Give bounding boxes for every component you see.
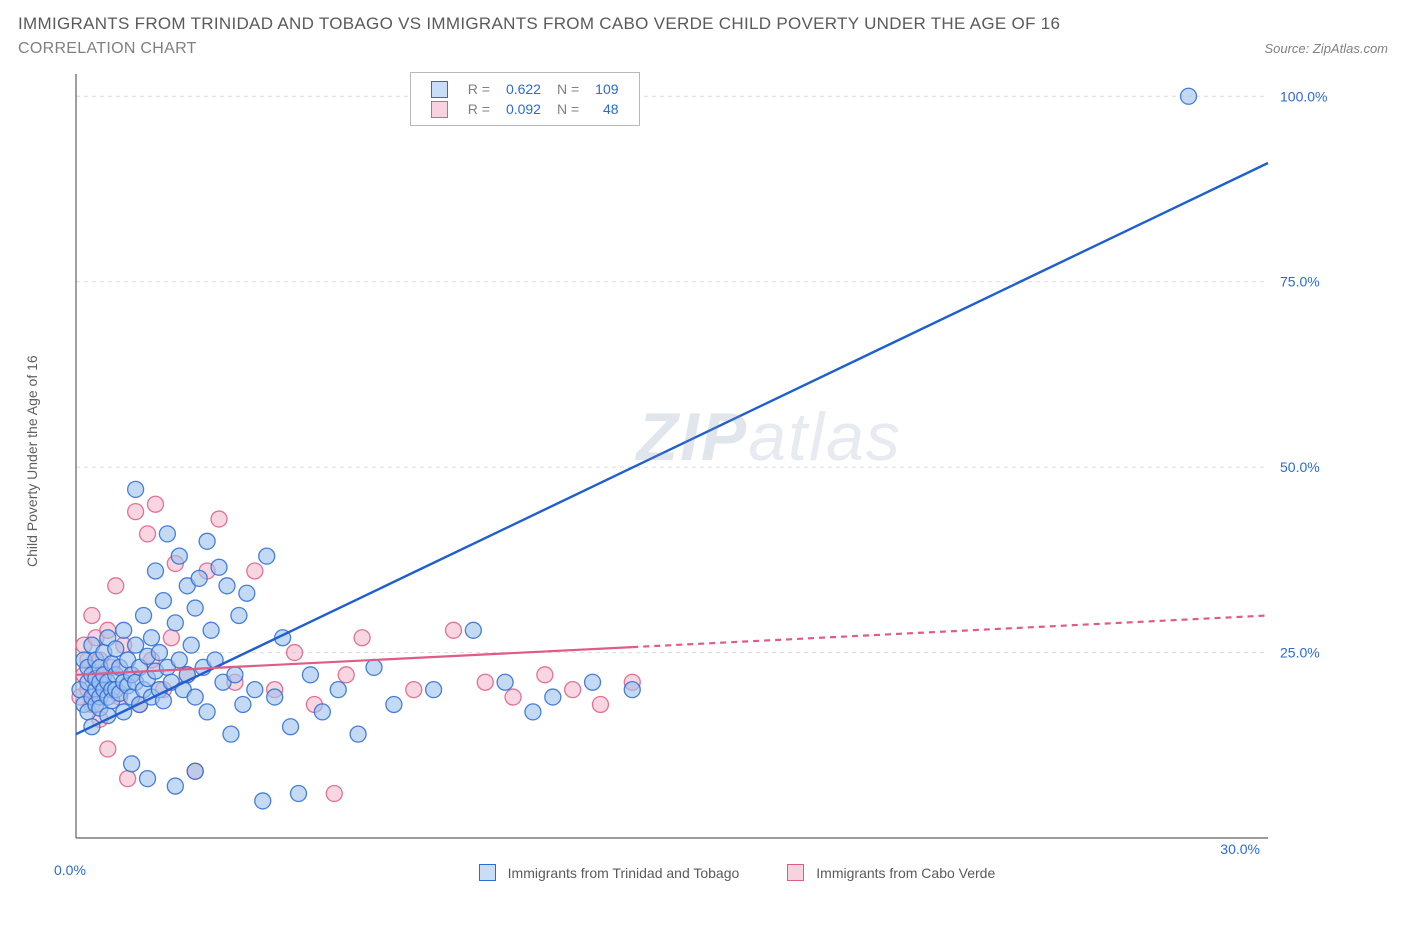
scatter-point	[255, 793, 271, 809]
scatter-point	[525, 704, 541, 720]
scatter-point	[505, 689, 521, 705]
scatter-point	[159, 526, 175, 542]
source-label: Source: ZipAtlas.com	[1264, 41, 1388, 56]
scatter-point	[171, 652, 187, 668]
scatter-point	[187, 600, 203, 616]
chart-subtitle: CORRELATION CHART	[18, 40, 197, 58]
scatter-point	[247, 682, 263, 698]
scatter-point	[143, 630, 159, 646]
scatter-point	[537, 667, 553, 683]
scatter-point	[128, 504, 144, 520]
y-axis-label: Child Poverty Under the Age of 16	[18, 66, 46, 856]
legend-r-value: 0.092	[498, 99, 549, 119]
chart-title: IMMIGRANTS FROM TRINIDAD AND TOBAGO VS I…	[18, 14, 1060, 33]
svg-text:25.0%: 25.0%	[1280, 645, 1320, 661]
scatter-point	[183, 637, 199, 653]
scatter-point	[445, 622, 461, 638]
legend-n-label: N =	[549, 99, 587, 119]
legend-swatch	[431, 101, 448, 118]
legend-series-label: Immigrants from Trinidad and Tobago	[508, 865, 740, 881]
scatter-point	[187, 689, 203, 705]
scatter-point	[366, 659, 382, 675]
scatter-point	[624, 682, 640, 698]
scatter-point	[167, 778, 183, 794]
scatter-point	[235, 696, 251, 712]
scatter-point	[147, 563, 163, 579]
scatter-point	[136, 607, 152, 623]
scatter-point	[100, 741, 116, 757]
scatter-point	[219, 578, 235, 594]
scatter-point	[211, 559, 227, 575]
scatter-point	[124, 756, 140, 772]
svg-text:30.0%: 30.0%	[1220, 841, 1260, 856]
scatter-point	[211, 511, 227, 527]
regression-line-extrapolated	[632, 615, 1268, 647]
scatter-point	[338, 667, 354, 683]
scatter-point	[84, 607, 100, 623]
scatter-point	[163, 630, 179, 646]
legend-series-label: Immigrants from Cabo Verde	[816, 865, 995, 881]
scatter-point	[259, 548, 275, 564]
scatter-point	[199, 704, 215, 720]
scatter-point	[283, 719, 299, 735]
scatter-point	[147, 496, 163, 512]
legend-n-value: 48	[587, 99, 626, 119]
scatter-point	[116, 622, 132, 638]
scatter-point	[167, 615, 183, 631]
scatter-point	[120, 771, 136, 787]
scatter-point	[199, 533, 215, 549]
legend-r-value: 0.622	[498, 79, 549, 99]
scatter-point	[247, 563, 263, 579]
scatter-point	[128, 481, 144, 497]
scatter-point	[592, 696, 608, 712]
scatter-point	[465, 622, 481, 638]
scatter-point	[187, 763, 203, 779]
scatter-point	[155, 593, 171, 609]
scatter-point	[477, 674, 493, 690]
svg-text:50.0%: 50.0%	[1280, 459, 1320, 475]
legend-swatch	[787, 864, 804, 881]
scatter-point	[227, 667, 243, 683]
scatter-point	[386, 696, 402, 712]
svg-text:100.0%: 100.0%	[1280, 88, 1327, 104]
scatter-point	[287, 645, 303, 661]
legend-n-value: 109	[587, 79, 626, 99]
scatter-point	[406, 682, 422, 698]
scatter-point	[426, 682, 442, 698]
scatter-point	[108, 578, 124, 594]
scatter-point	[497, 674, 513, 690]
scatter-point	[354, 630, 370, 646]
scatter-point	[203, 622, 219, 638]
legend-r-label: R =	[460, 79, 498, 99]
scatter-point	[231, 607, 247, 623]
series-legend: Immigrants from Trinidad and Tobago Immig…	[86, 864, 1388, 881]
scatter-point	[326, 785, 342, 801]
scatter-point	[223, 726, 239, 742]
legend-n-label: N =	[549, 79, 587, 99]
scatter-plot: 25.0% 50.0% 75.0% 100.0% 30.0%	[46, 66, 1346, 856]
scatter-point	[151, 645, 167, 661]
scatter-point	[191, 570, 207, 586]
legend-r-label: R =	[460, 99, 498, 119]
legend-swatch	[479, 864, 496, 881]
scatter-point	[239, 585, 255, 601]
x-axis-min-label: 0.0%	[54, 862, 86, 878]
legend-swatch	[431, 81, 448, 98]
regression-line	[76, 163, 1268, 734]
scatter-point	[291, 785, 307, 801]
scatter-point	[330, 682, 346, 698]
scatter-point	[545, 689, 561, 705]
scatter-point	[171, 548, 187, 564]
scatter-point	[1181, 88, 1197, 104]
scatter-point	[350, 726, 366, 742]
scatter-point	[565, 682, 581, 698]
scatter-point	[140, 526, 156, 542]
scatter-point	[314, 704, 330, 720]
scatter-point	[267, 689, 283, 705]
scatter-point	[585, 674, 601, 690]
scatter-point	[302, 667, 318, 683]
svg-text:75.0%: 75.0%	[1280, 274, 1320, 290]
stats-legend: R =0.622N =109 R =0.092N = 48	[410, 72, 640, 126]
scatter-point	[140, 771, 156, 787]
